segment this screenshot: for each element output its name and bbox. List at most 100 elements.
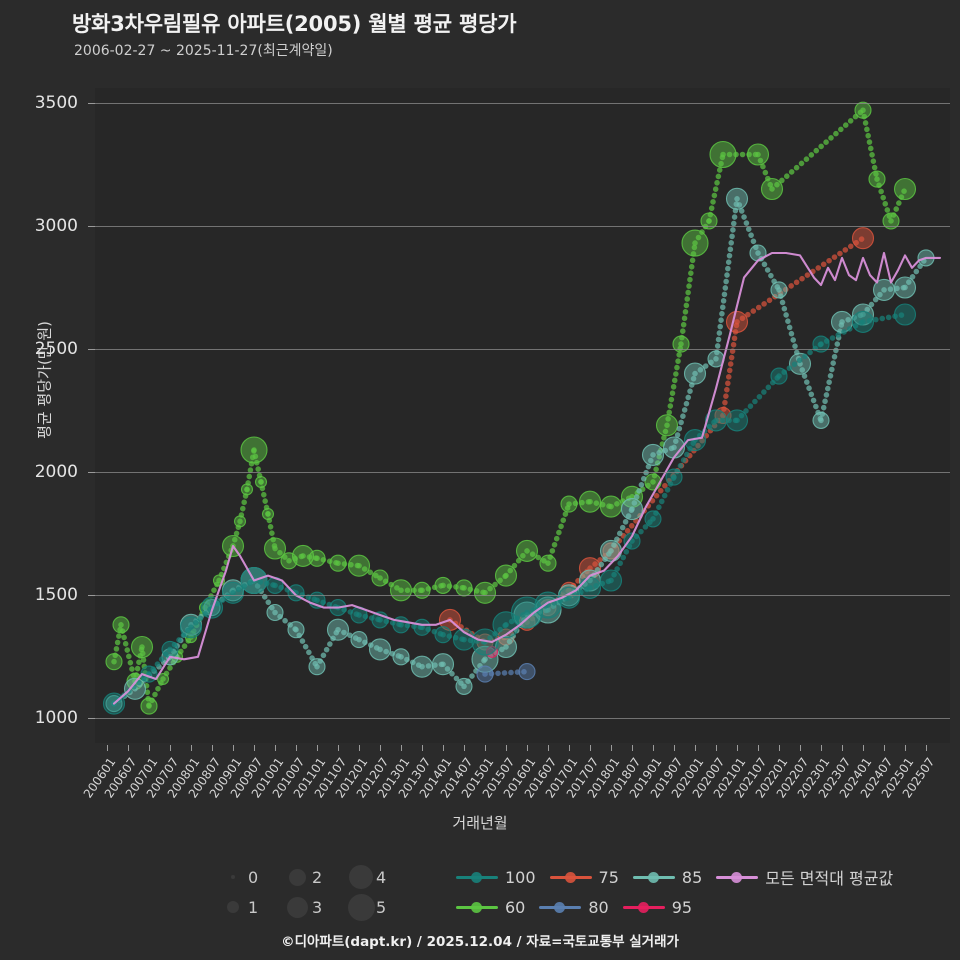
x-tick-mark <box>212 745 213 751</box>
x-tick-mark <box>191 745 192 751</box>
legend-series-60[interactable]: 60 <box>456 898 525 917</box>
legend-size-label: 1 <box>248 897 259 917</box>
x-tick-mark <box>275 745 276 751</box>
y-tick-mark <box>88 349 95 350</box>
chart-subtitle: 2006-02-27 ~ 2025-11-27(최근계약일) <box>74 43 333 59</box>
x-tick-mark <box>170 745 171 751</box>
x-tick-mark <box>611 745 612 751</box>
x-tick-mark <box>296 745 297 751</box>
legend-series-swatch-icon <box>539 899 582 915</box>
legend-series-95[interactable]: 95 <box>622 897 693 917</box>
plot-area <box>95 88 950 743</box>
x-tick-mark <box>716 745 717 751</box>
legend-series-80[interactable]: 80 <box>539 897 609 917</box>
y-tick-label: 2000 <box>34 462 78 483</box>
x-tick-mark <box>107 745 108 751</box>
legend-series-swatch-icon <box>632 869 675 885</box>
x-tick-mark <box>149 745 150 751</box>
x-tick-mark <box>821 745 822 751</box>
legend-series-label: 80 <box>588 897 609 917</box>
series-모든-면적대-평균값 <box>112 251 942 705</box>
y-tick-label: 2500 <box>34 339 78 359</box>
x-tick-mark <box>800 745 801 751</box>
legend-series-swatch-icon <box>622 899 665 915</box>
legend-series-swatch-icon <box>456 899 498 915</box>
x-tick-mark <box>443 745 444 751</box>
series-75 <box>438 227 875 651</box>
legend-size-marker-icon <box>282 868 312 886</box>
legend-size-5[interactable]: 5 <box>346 893 406 921</box>
footer-credit: ©디아파트(dapt.kr) / 2025.12.04 / 자료=국토교통부 실… <box>281 934 679 950</box>
legend-series-75[interactable]: 75 <box>549 867 619 887</box>
legend-size-marker-icon <box>346 893 376 921</box>
legend-series-dot <box>471 872 482 883</box>
x-tick-mark <box>317 745 318 751</box>
x-axis: 200601 200607 200701 200707 200801 200807 2009… <box>81 745 950 815</box>
x-tick-mark <box>401 745 402 751</box>
legend-series-dot <box>564 872 576 883</box>
y-tick-mark <box>88 225 95 227</box>
x-tick-mark <box>758 745 759 751</box>
chart-canvas <box>102 101 942 715</box>
legend-size-label: 4 <box>376 867 387 887</box>
x-tick-mark <box>674 745 675 751</box>
legend-series-swatch-icon <box>456 869 498 885</box>
legend-series-100[interactable]: 100 <box>456 868 536 887</box>
x-tick-mark <box>737 745 738 751</box>
legend-series-label: 95 <box>671 897 693 917</box>
legend-series-dot <box>471 902 482 913</box>
gridline <box>95 472 950 474</box>
legend-series-85[interactable]: 85 <box>632 868 702 887</box>
x-tick-mark <box>653 745 654 751</box>
x-tick-mark <box>632 745 633 751</box>
legend-series-모든-면적대-평균값[interactable]: 모든 면적대 평균값 <box>716 865 893 889</box>
y-axis-title: 평균 평당가(만 원) <box>35 321 54 439</box>
series-80 <box>476 663 536 683</box>
x-tick-mark <box>485 745 486 751</box>
x-tick-mark <box>506 745 507 751</box>
legend-series-dot <box>637 902 649 913</box>
y-tick-mark <box>88 595 95 597</box>
legend-size-marker-icon <box>218 875 248 879</box>
x-tick-mark <box>128 745 129 751</box>
y-tick-label: 3000 <box>34 215 78 236</box>
x-tick-mark <box>464 745 465 751</box>
y-tick-label: 1000 <box>34 708 78 729</box>
legend-size-3[interactable]: 3 <box>282 896 342 918</box>
x-tick-mark <box>884 745 885 751</box>
legend-series-label: 75 <box>598 867 619 887</box>
legend-size-dot <box>286 896 308 918</box>
y-tick-label: 1500 <box>34 585 78 606</box>
legend-size-dot <box>227 901 239 913</box>
legend-size-label: 3 <box>312 897 323 917</box>
x-tick-mark <box>380 745 381 751</box>
legend-series-swatch-icon <box>716 869 759 885</box>
page-title: 방화3차우림필유 아파트(2005) 월별 평균 평당가 <box>72 12 517 36</box>
legend-size-2[interactable]: 2 <box>282 868 342 887</box>
series-85 <box>105 187 935 713</box>
x-tick-mark <box>338 745 339 751</box>
legend-series-dot <box>554 902 566 913</box>
legend-row-primary: 0 2 4 100 75 85 모든 면적대 평균값 <box>0 862 960 892</box>
legend-size-label: 0 <box>248 867 259 887</box>
legend-size-marker-icon <box>282 896 312 918</box>
x-tick-mark <box>422 745 423 751</box>
x-tick-mark <box>590 745 591 751</box>
legend-size-4[interactable]: 4 <box>346 865 406 889</box>
x-tick-mark <box>233 745 234 751</box>
x-tick-mark <box>359 745 360 751</box>
x-tick-mark <box>569 745 570 751</box>
gridline <box>95 349 950 350</box>
legend-size-1[interactable]: 1 <box>218 898 278 917</box>
x-tick-mark <box>926 745 927 751</box>
legend-size-dot <box>231 875 235 879</box>
legend-series-label: 60 <box>505 897 526 917</box>
legend-size-marker-icon <box>218 901 248 913</box>
gridline <box>95 595 950 597</box>
y-axis-tick-labels: 1000 1500 2000 2500 3000 3500 <box>0 88 78 743</box>
gridline <box>95 102 950 104</box>
legend-series-dot <box>731 872 743 883</box>
legend-size-label: 5 <box>376 897 387 917</box>
legend-size-0[interactable]: 0 <box>218 868 278 887</box>
